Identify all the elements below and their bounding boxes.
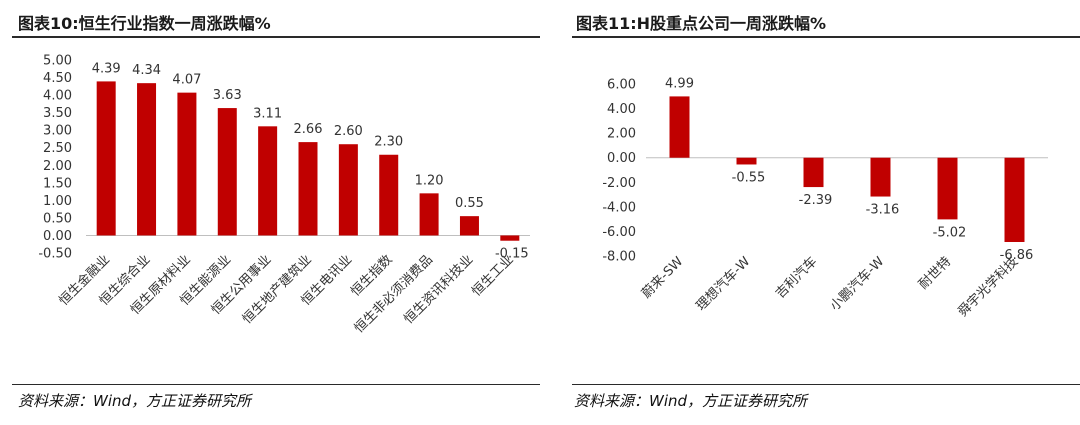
- bar: [669, 96, 690, 158]
- category-label: 舜宇光学科技: [955, 254, 1021, 320]
- category-label: 吉利汽车: [772, 254, 820, 302]
- data-label: 2.30: [374, 135, 403, 150]
- y-tick-label: 0.00: [43, 229, 72, 244]
- chart-title: 图表11:H股重点公司一周涨跌幅%: [576, 14, 827, 33]
- company-bar-chart: 6.00 4.00 2.00 0.00 -2.00 -4.00 -6.00 -8.00 4.99…: [602, 76, 1048, 320]
- data-label: 3.63: [213, 88, 242, 103]
- y-tick-label: 2.00: [43, 159, 72, 174]
- bar: [298, 142, 318, 236]
- data-label: 2.66: [294, 122, 323, 137]
- y-tick-label: 6.00: [607, 78, 636, 93]
- bar: [379, 154, 399, 236]
- y-tick-label: 5.00: [43, 54, 72, 69]
- source-note: 资料来源：Wind，方正证券研究所: [574, 392, 808, 410]
- source-rule: [12, 384, 540, 385]
- data-label: -5.02: [933, 225, 967, 240]
- y-tick-label: 4.00: [43, 89, 72, 104]
- chart-panel-industry: 图表10:恒生行业指数一周涨跌幅% 5.00 4.50 4.00 3.50 3.00 2.…: [12, 14, 540, 410]
- bar: [338, 144, 358, 236]
- y-tick-label: 1.50: [43, 176, 72, 191]
- bar: [96, 81, 116, 236]
- bar: [1004, 157, 1025, 242]
- industry-bar-chart: 5.00 4.50 4.00 3.50 3.00 2.50 2.00 1.50 1.00 0.50…: [38, 54, 530, 336]
- y-tick-label: 2.00: [607, 127, 636, 142]
- data-label: -2.39: [799, 193, 833, 208]
- bar: [177, 92, 197, 236]
- data-label: -0.55: [732, 170, 766, 185]
- title-rule: [12, 36, 540, 38]
- bar: [736, 157, 757, 165]
- data-label: 4.39: [92, 61, 121, 76]
- data-label: -0.15: [495, 247, 529, 262]
- data-label: 0.55: [455, 196, 484, 211]
- y-tick-label: 2.50: [43, 141, 72, 156]
- bar: [803, 157, 824, 188]
- bar: [459, 216, 479, 236]
- category-label: 恒生工业: [469, 252, 516, 299]
- bar: [870, 157, 891, 197]
- title-rule: [572, 36, 1080, 38]
- source-rule: [572, 384, 1080, 385]
- data-label: 3.11: [253, 106, 282, 121]
- y-tick-label: 3.00: [43, 124, 72, 139]
- bar: [937, 157, 958, 220]
- y-tick-label: 3.50: [43, 106, 72, 121]
- y-tick-label: 1.00: [43, 194, 72, 209]
- y-tick-label: 0.00: [607, 151, 636, 166]
- data-label: 1.20: [415, 173, 444, 188]
- category-label: 恒生资讯科技业: [401, 252, 476, 327]
- bar: [500, 235, 520, 241]
- y-tick-label: 4.50: [43, 71, 72, 86]
- y-tick-label: -8.00: [602, 250, 636, 265]
- bar: [258, 126, 278, 236]
- data-label: 4.99: [665, 76, 694, 91]
- data-label: -6.86: [1000, 248, 1034, 263]
- category-label: 小鹏汽车-W: [827, 253, 888, 314]
- bar: [217, 108, 237, 236]
- category-label: 恒生地产建筑业: [239, 252, 315, 328]
- chart-title: 图表10:恒生行业指数一周涨跌幅%: [18, 14, 271, 33]
- category-label: 耐世特: [916, 254, 954, 292]
- bar: [419, 193, 439, 236]
- data-label: 4.34: [132, 63, 161, 78]
- y-tick-label: -4.00: [602, 200, 636, 215]
- y-tick-label: -2.00: [602, 176, 636, 191]
- category-label: 蔚来-SW: [639, 254, 686, 301]
- y-tick-label: 4.00: [607, 102, 636, 117]
- data-label: -3.16: [866, 203, 900, 218]
- y-tick-label: -0.50: [38, 247, 72, 262]
- chart-panel-companies: 图表11:H股重点公司一周涨跌幅% 6.00 4.00 2.00 0.00 -2.00 -…: [562, 0, 1080, 425]
- bar: [137, 83, 157, 236]
- data-label: 4.07: [172, 73, 201, 88]
- source-note: 资料来源：Wind，方正证券研究所: [18, 392, 252, 410]
- category-label: 理想汽车-W: [693, 253, 754, 314]
- y-tick-label: -6.00: [602, 225, 636, 240]
- data-label: 2.60: [334, 124, 363, 139]
- y-tick-label: 0.50: [43, 211, 72, 226]
